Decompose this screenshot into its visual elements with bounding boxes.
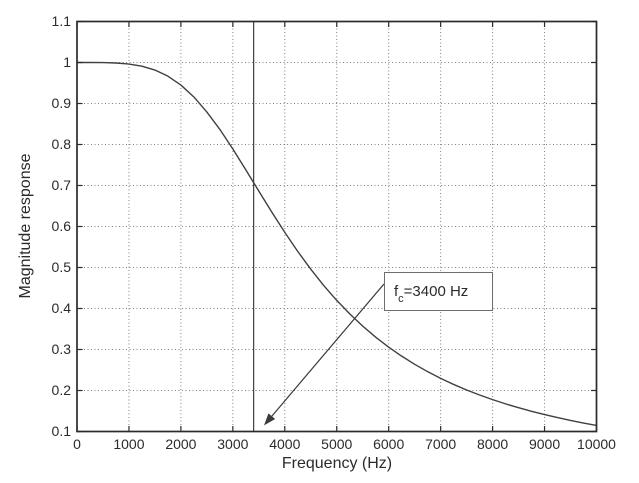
- y-tick-label: 1.1: [51, 13, 71, 29]
- y-tick-label: 0.7: [51, 177, 71, 193]
- cutoff-annotation-label: fc=3400 Hz: [394, 283, 469, 305]
- magnitude-response-curve: [77, 61, 597, 427]
- annotation-arrow-shaft: [271, 283, 385, 417]
- y-tick-label: 0.5: [51, 259, 71, 275]
- y-axis-title: Magnitude response: [17, 153, 34, 299]
- x-tick-label: 3000: [217, 436, 249, 452]
- y-tick-label: 0.2: [51, 382, 71, 398]
- y-tick-label: 0.9: [51, 95, 71, 111]
- fc-symbol: f: [394, 283, 399, 300]
- cutoff-annotation-box: fc=3400 Hz: [384, 272, 493, 311]
- x-tick-label: 9000: [528, 436, 561, 452]
- x-tick-label: 2000: [165, 436, 197, 452]
- y-tick-label: 0.3: [51, 341, 71, 357]
- y-tick-label: 0.6: [51, 218, 71, 234]
- fc-subscript: c: [398, 293, 404, 305]
- y-tick-label: 0.8: [51, 136, 71, 152]
- x-tick-label: 1000: [113, 436, 145, 452]
- annotation-arrow-head: [264, 413, 276, 426]
- fc-value-text: =3400 Hz: [403, 283, 469, 300]
- x-tick-label: 8000: [477, 436, 509, 452]
- y-tick-label: 0.4: [51, 300, 71, 316]
- x-axis-title: Frequency (Hz): [281, 455, 393, 472]
- x-tick-label: 10000: [577, 436, 616, 452]
- x-tick-label: 6000: [373, 436, 405, 452]
- y-tick-label: 1: [63, 54, 71, 70]
- x-tick-label: 5000: [321, 436, 353, 452]
- x-tick-label: 0: [73, 436, 81, 452]
- axes-box: [76, 20, 598, 433]
- y-tick-label: 0.1: [51, 423, 71, 439]
- x-tick-label: 7000: [425, 436, 457, 452]
- x-tick-label: 4000: [269, 436, 301, 452]
